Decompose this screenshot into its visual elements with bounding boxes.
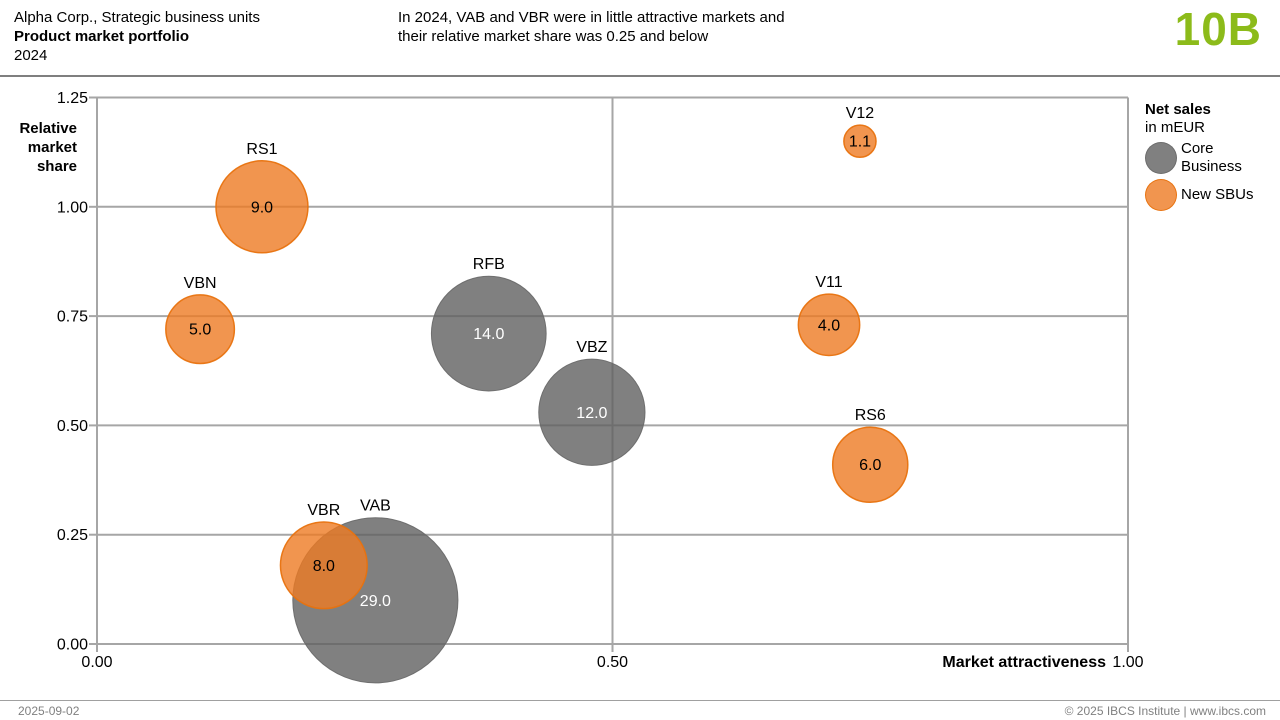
bubble-value-label: 1.1 bbox=[849, 134, 871, 151]
report-subject: Alpha Corp., Strategic business units bbox=[14, 9, 260, 26]
legend-item-core-business: Core Business bbox=[1145, 140, 1279, 176]
report-period: 2024 bbox=[14, 47, 48, 64]
bubble-value-label: 9.0 bbox=[251, 199, 273, 216]
chart-message-line2: their relative market share was 0.25 and… bbox=[398, 28, 709, 45]
bubble-RFB[interactable] bbox=[430, 275, 547, 392]
bubble-RS6[interactable] bbox=[831, 426, 909, 504]
footer-date: 2025-09-02 bbox=[18, 704, 80, 718]
bubble-name-label: VBZ bbox=[576, 339, 607, 356]
chart-message-line1: In 2024, VAB and VBR were in little attr… bbox=[398, 9, 785, 26]
y-tick-label: 1.00 bbox=[57, 199, 88, 216]
legend-label: Core bbox=[1181, 140, 1214, 157]
bubble-name-label: V12 bbox=[846, 105, 875, 122]
bubble-V12[interactable] bbox=[843, 124, 877, 159]
footer-divider bbox=[0, 700, 1280, 701]
legend: Net sales in mEUR Core Business New SBUs bbox=[1145, 101, 1279, 211]
legend-title: Net sales bbox=[1145, 101, 1211, 118]
bubble-VBZ[interactable] bbox=[538, 358, 646, 466]
legend-label: Business bbox=[1181, 158, 1242, 175]
legend-subtitle: in mEUR bbox=[1145, 119, 1206, 136]
bubble-name-label: RFB bbox=[473, 256, 505, 273]
x-axis-title: Market attractiveness bbox=[942, 654, 1106, 671]
new-sbus-swatch-icon bbox=[1145, 179, 1177, 211]
bubble-VBN[interactable] bbox=[165, 294, 236, 365]
bubble-name-label: VBR bbox=[307, 502, 340, 519]
bubble-value-label: 12.0 bbox=[576, 405, 607, 422]
bubble-name-label: RS6 bbox=[855, 407, 886, 424]
legend-item-new-sbus: New SBUs bbox=[1145, 179, 1279, 211]
y-tick-label: 0.75 bbox=[57, 309, 88, 326]
bubble-V11[interactable] bbox=[797, 293, 861, 357]
report-id-badge: 10B bbox=[1174, 3, 1262, 55]
bubble-value-label: 8.0 bbox=[313, 558, 335, 575]
footer-copyright: © 2025 IBCS Institute | www.ibcs.com bbox=[1064, 704, 1266, 718]
core-business-swatch-icon bbox=[1145, 142, 1177, 174]
legend-label: New SBUs bbox=[1181, 186, 1254, 203]
page-title: Product market portfolio bbox=[14, 28, 190, 45]
x-tick-label: 1.00 bbox=[1112, 654, 1143, 671]
bubble-name-label: RS1 bbox=[246, 141, 277, 158]
y-tick-label: 1.25 bbox=[57, 90, 88, 107]
bubble-name-label: VAB bbox=[360, 498, 391, 515]
chart-message: In 2024, VAB and VBR were in little attr… bbox=[398, 8, 785, 46]
x-tick-label: 0.00 bbox=[81, 654, 112, 671]
bubble-value-label: 6.0 bbox=[859, 457, 881, 474]
bubble-value-label: 5.0 bbox=[189, 322, 211, 339]
x-tick-label: 0.50 bbox=[597, 654, 628, 671]
bubble-value-label: 14.0 bbox=[473, 326, 504, 343]
header-divider bbox=[0, 75, 1280, 77]
y-tick-label: 0.25 bbox=[57, 527, 88, 544]
y-tick-label: 0.00 bbox=[57, 637, 88, 654]
bubble-RS1[interactable] bbox=[215, 160, 309, 254]
bubble-VBR[interactable] bbox=[279, 521, 368, 610]
bubble-value-label: 29.0 bbox=[360, 593, 391, 610]
report-title-block: Alpha Corp., Strategic business units Pr… bbox=[14, 8, 260, 65]
bubble-name-label: VBN bbox=[184, 275, 217, 292]
bubble-value-label: 4.0 bbox=[818, 317, 840, 334]
bubble-name-label: V11 bbox=[815, 274, 842, 291]
y-tick-label: 0.50 bbox=[57, 418, 88, 435]
y-axis-title: Relative market share bbox=[19, 120, 77, 175]
